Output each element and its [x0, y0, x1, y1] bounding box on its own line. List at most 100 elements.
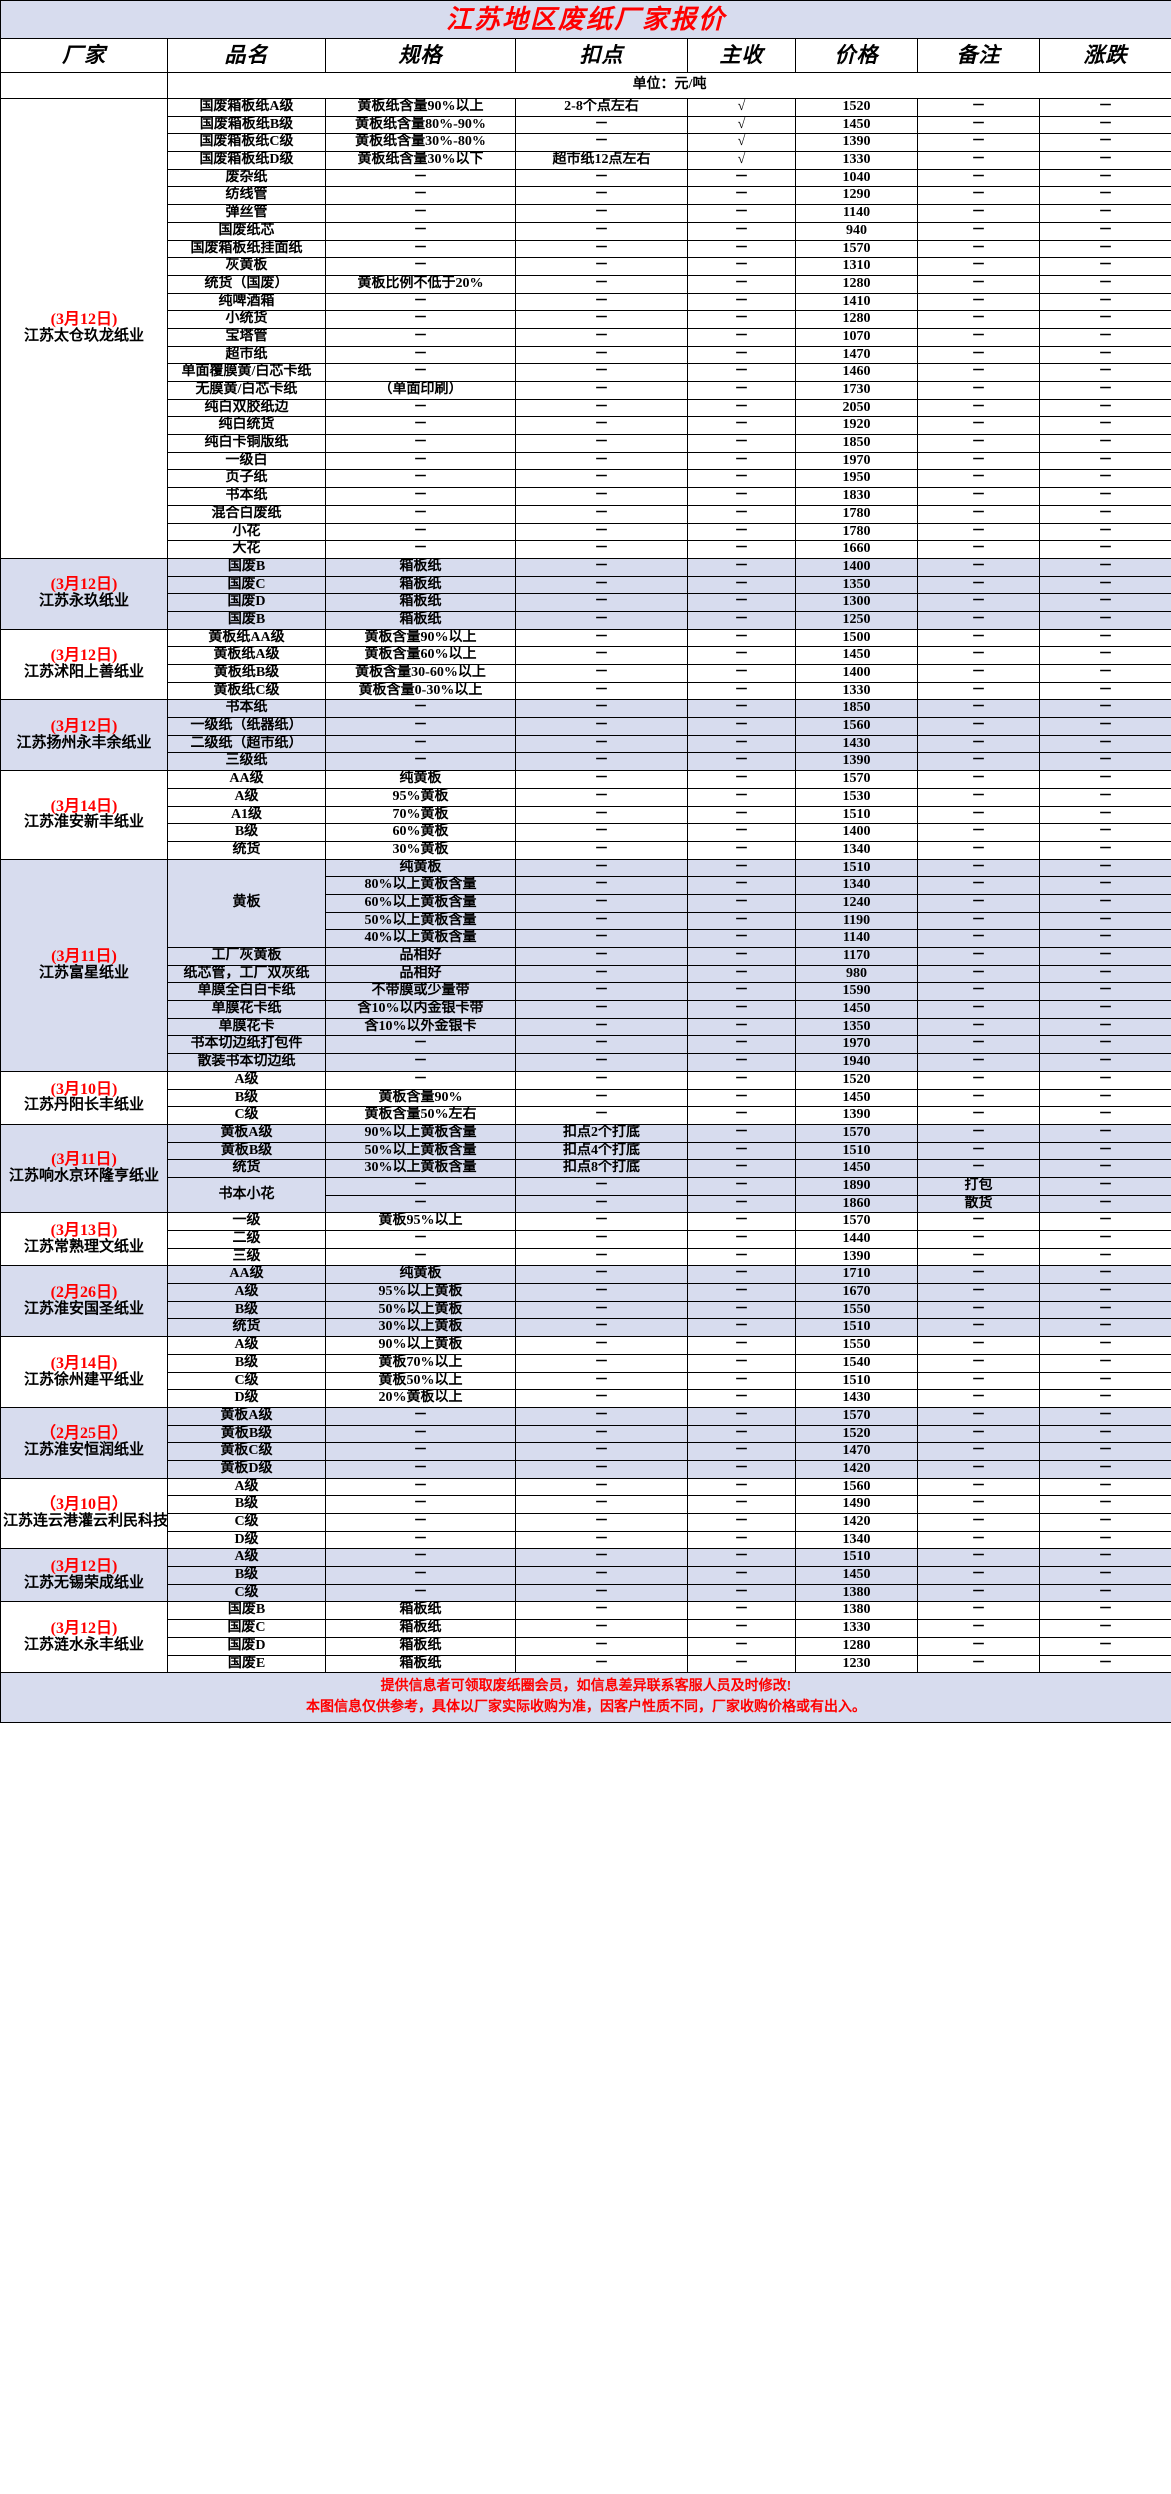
note-cell: － [917, 717, 1040, 736]
deduction-cell: － [515, 911, 688, 931]
main-purchase-cell: － [687, 575, 796, 595]
deduction-cell: － [515, 1000, 688, 1019]
price-cell: 1450 [795, 1088, 918, 1108]
note-cell: － [917, 557, 1040, 577]
spec-cell: （单面印刷） [325, 381, 516, 400]
main-purchase-cell: － [687, 1619, 796, 1638]
product-name-cell: 书本小花 [167, 1176, 326, 1214]
table-row: 弹丝管－－－ 1140 －－ [1, 204, 1171, 223]
change-cell: － [1038, 540, 1171, 559]
footer-line-2: 本图信息仅供参考，具体以厂家实际收购为准，因客户性质不同，厂家收购价格或有出入。 [306, 1699, 866, 1715]
column-header-label: 备注 [956, 43, 1001, 68]
deduction-cell: － [515, 575, 688, 595]
product-name-cell: B级 [167, 1300, 326, 1320]
price-cell: 1350 [795, 575, 918, 595]
main-purchase-cell: － [687, 1106, 796, 1125]
product-name-cell: 单膜花卡 [167, 1017, 326, 1037]
spec-cell: 箱板纸 [325, 1619, 516, 1638]
product-name-cell: 三级 [167, 1247, 326, 1267]
spec-cell: 50%以上黄板含量 [325, 1141, 516, 1161]
product-name-cell: 页子纸 [167, 469, 326, 489]
product-name-cell: 废杂纸 [167, 168, 326, 188]
product-name-cell: 书本切边纸打包件 [167, 1035, 326, 1055]
price-cell: 1310 [795, 257, 918, 276]
change-cell: － [1038, 398, 1171, 418]
product-name-cell: 黄板纸C级 [167, 681, 326, 701]
main-purchase-cell: － [687, 310, 796, 329]
price-cell: 1730 [795, 381, 918, 400]
change-cell: － [1038, 593, 1171, 612]
product-name-cell: 统货 [167, 840, 326, 860]
table-row: 黄板纸C级 黄板含量0-30%以上－－ 1330 －－ [1, 681, 1171, 701]
change-cell: － [1038, 876, 1171, 895]
change-cell: － [1038, 1176, 1171, 1196]
product-name-cell: B级 [167, 1088, 326, 1108]
product-name-cell: D级 [167, 1530, 326, 1550]
deduction-cell: － [515, 1230, 688, 1249]
spec-cell: 黄板95%以上 [325, 1212, 516, 1231]
spec-cell: － [325, 752, 516, 772]
price-cell: 1300 [795, 593, 918, 612]
deduction-cell: － [515, 929, 688, 948]
main-purchase-cell: － [687, 734, 796, 754]
footer-row: 提供信息者可领取废纸圈会员，如信息差异联系客服人员及时修改! 本图信息仅供参考，具… [0, 1672, 1171, 1724]
table-row: 小统货－－－ 1280 －－ [1, 310, 1171, 329]
note-cell: － [917, 787, 1040, 807]
spec-cell: 黄板含量90% [325, 1088, 516, 1108]
note-cell: － [917, 1088, 1040, 1108]
deduction-cell: － [515, 646, 688, 665]
company-cell-10: (3月14日) 江苏徐州建平纸业 [0, 1336, 168, 1408]
deduction-cell: － [515, 1106, 688, 1125]
price-cell: 1570 [795, 1406, 918, 1426]
price-cell: 1550 [795, 1336, 918, 1355]
company-name: 江苏常熟理文纸业 [23, 1238, 144, 1255]
spec-cell: 20%黄板以上 [325, 1389, 516, 1408]
table-row: 灰黄板－－－ 1310 －－ [1, 257, 1171, 276]
note-cell: － [917, 1566, 1040, 1585]
product-name-cell: 国废B [167, 557, 326, 577]
spec-cell: － [325, 717, 516, 736]
price-cell: 1240 [795, 893, 918, 913]
spec-cell: － [325, 257, 516, 276]
price-cell: 1420 [795, 1513, 918, 1532]
note-cell: － [917, 1300, 1040, 1320]
note-cell: － [917, 239, 1040, 259]
change-cell: － [1038, 221, 1171, 241]
company-name: 江苏沭阳上善纸业 [23, 664, 144, 681]
spec-cell: 黄板含量60%以上 [325, 646, 516, 665]
price-cell: 1570 [795, 770, 918, 789]
change-cell: － [1038, 1495, 1171, 1514]
note-cell: － [917, 292, 1040, 312]
table-row: A1级 70%黄板－－ 1510 －－ [1, 805, 1171, 825]
change-cell: － [1038, 1247, 1171, 1267]
main-purchase-cell: － [687, 1406, 796, 1426]
deduction-cell: － [515, 1247, 688, 1267]
table-row: 小花－－－ 1780 －－ [1, 522, 1171, 542]
note-cell: － [917, 1106, 1040, 1125]
product-name-cell: 小花 [167, 522, 326, 542]
company-name: 江苏永玖纸业 [38, 593, 129, 610]
deduction-cell: － [515, 416, 688, 436]
company-cell-0: (3月12日) 江苏太仓玖龙纸业 [0, 98, 168, 559]
change-cell: － [1038, 982, 1171, 1002]
main-purchase-cell: － [687, 1459, 796, 1479]
spec-cell: 箱板纸 [325, 610, 516, 630]
main-purchase-cell: － [687, 1424, 796, 1444]
price-cell: 1850 [795, 434, 918, 453]
company-name: 江苏无锡荣成纸业 [23, 1574, 144, 1591]
note-cell: － [917, 115, 1040, 135]
table-row: 单面覆膜黄/白芯卡纸－－－ 1460 －－ [1, 363, 1171, 382]
note-cell: － [917, 840, 1040, 860]
table-row: 国废箱板纸B级 黄板纸含量80%-90% － √ 1450 －－ [1, 115, 1171, 135]
product-name-cell: C级 [167, 1371, 326, 1391]
company-cell-11: （2月25日） 江苏淮安恒润纸业 [0, 1406, 168, 1479]
deduction-cell: － [515, 1548, 688, 1568]
deduction-cell: － [515, 1424, 688, 1444]
table-row: 二级－－－ 1440 －－ [1, 1230, 1171, 1249]
table-row: 国废箱板纸D级 黄板纸含量30%以下 超市纸12点左右 √ 1330 －－ [1, 151, 1171, 170]
product-name-cell: 黄板A级 [167, 1406, 326, 1426]
main-purchase-cell: － [687, 840, 796, 860]
price-cell: 1280 [795, 1636, 918, 1656]
spec-cell: 含10%以外金银卡 [325, 1017, 516, 1037]
page-title: 江苏地区废纸厂家报价 [446, 4, 727, 34]
